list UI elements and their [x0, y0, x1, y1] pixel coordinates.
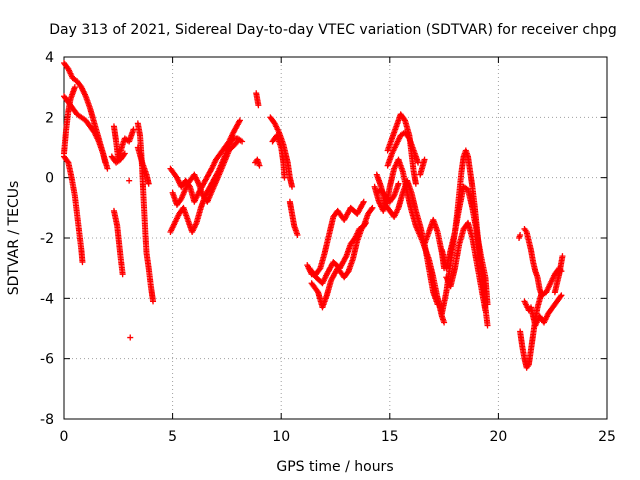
x-tick-label: 25 [598, 429, 616, 445]
data-point-plus [281, 174, 288, 181]
data-point-plus [484, 322, 491, 329]
y-axis-label: SDTVAR / TECUs [6, 181, 22, 296]
data-point-plus [362, 221, 369, 228]
data-point-plus [104, 165, 111, 172]
y-tick-label: 0 [45, 171, 54, 187]
x-tick-label: 0 [60, 429, 69, 445]
data-point-plus [79, 259, 86, 266]
x-tick-label: 5 [168, 429, 177, 445]
data-point-plus [482, 307, 489, 314]
data-point-plus [517, 231, 524, 238]
data-point-plus [256, 162, 263, 169]
data-point-plus [255, 102, 262, 109]
data-point-plus [441, 319, 448, 326]
y-tick-label: 2 [45, 110, 54, 126]
data-point-plus [236, 118, 243, 125]
data-point-plus [236, 117, 243, 124]
data-point-plus [130, 126, 137, 133]
data-point-plus [126, 177, 133, 184]
y-tick-label: -4 [40, 291, 54, 307]
data-point-plus [559, 253, 566, 260]
data-point-plus [316, 266, 323, 273]
data-point-plus [294, 231, 301, 238]
y-tick-label: 4 [45, 50, 54, 66]
data-point-plus [421, 156, 428, 163]
data-point-plus [119, 271, 126, 278]
x-axis-label: GPS time / hours [276, 459, 393, 475]
data-point-plus [415, 159, 422, 166]
chart-title: Day 313 of 2021, Sidereal Day-to-day VTE… [49, 22, 617, 38]
data-point-plus [127, 334, 134, 341]
data-point-plus [234, 138, 241, 145]
data-point-plus [538, 289, 545, 296]
data-point-plus [558, 292, 565, 299]
axis-ticks: 0 5 10 15 20 25 -8 -6 -4 -2 0 2 4 [40, 50, 616, 445]
y-tick-label: -6 [40, 352, 54, 368]
y-tick-label: -8 [40, 412, 54, 428]
data-point-plus [368, 206, 375, 213]
data-point-plus [64, 158, 71, 165]
x-tick-label: 15 [381, 429, 399, 445]
data-point-plus [71, 84, 78, 91]
data-point-plus [289, 183, 296, 190]
x-tick-label: 20 [489, 429, 507, 445]
data-point-plus [360, 200, 367, 207]
data-point-plus [342, 254, 349, 261]
x-tick-label: 10 [272, 429, 290, 445]
data-point-plus [233, 139, 240, 146]
data-point-plus [360, 198, 367, 205]
data-points [61, 60, 566, 371]
data-point-plus [369, 204, 376, 211]
data-point-plus [412, 180, 419, 187]
data-point-plus [395, 180, 402, 187]
data-point-plus [121, 150, 128, 157]
data-point-plus [145, 180, 152, 187]
data-point-plus [401, 116, 408, 123]
data-point-plus [362, 219, 369, 226]
y-tick-label: -2 [40, 231, 54, 247]
data-point-plus [557, 293, 564, 300]
data-point-plus [150, 298, 157, 305]
data-point-plus [120, 151, 127, 158]
